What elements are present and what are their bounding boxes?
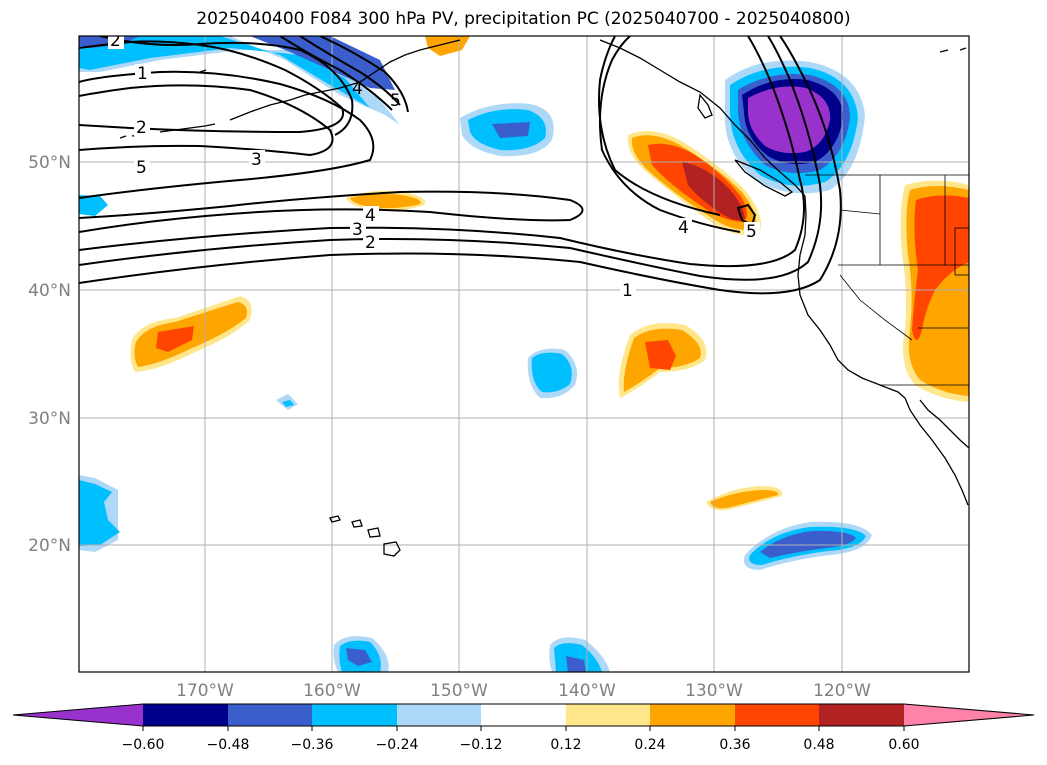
colorbar-bin xyxy=(143,704,228,726)
negative-anomaly-region xyxy=(492,122,530,138)
colorbar-extend-max xyxy=(904,704,1034,726)
longitude-labels: 170°W 160°W 150°W 140°W 130°W 120°W xyxy=(176,681,871,701)
pv-contours xyxy=(79,36,842,295)
pv-contour-labels: 2 1 2 5 3 4 3 2 4 5 4 5 1 xyxy=(108,31,760,301)
positive-anomaly-region xyxy=(710,490,779,509)
pv-contour-label: 5 xyxy=(390,91,401,111)
colorbar-bin xyxy=(566,704,650,726)
plot-frame xyxy=(78,35,970,673)
colorbar-tick-label: −0.12 xyxy=(460,737,503,753)
lon-label: 150°W xyxy=(430,681,488,701)
lat-label: 20°N xyxy=(28,536,71,556)
lat-label: 30°N xyxy=(28,409,71,429)
pv-contour-label: 4 xyxy=(352,79,363,99)
negative-anomaly-region xyxy=(79,36,400,125)
positive-anomaly-region xyxy=(645,340,676,370)
positive-anomaly-region xyxy=(156,326,194,352)
plot-area: 2 1 2 5 3 4 3 2 4 5 4 5 1 xyxy=(79,31,969,672)
lon-label: 170°W xyxy=(176,681,234,701)
colorbar-tick-label: −0.48 xyxy=(207,737,250,753)
negative-anomaly-region xyxy=(554,643,602,672)
pv-contour-label: 4 xyxy=(678,218,689,238)
pv-contour-label: 2 xyxy=(365,233,376,253)
pv-contour-label: 3 xyxy=(251,150,262,170)
negative-anomaly-region xyxy=(282,400,294,407)
colorbar-bin xyxy=(228,704,312,726)
lon-label: 140°W xyxy=(558,681,616,701)
negative-anomaly-region xyxy=(79,36,370,108)
colorbar-bin xyxy=(819,704,904,726)
negative-anomaly-region xyxy=(531,352,572,393)
colorbar-bin xyxy=(312,704,397,726)
coastlines xyxy=(119,39,969,557)
lon-label: 130°W xyxy=(685,681,743,701)
pv-contour-label: 3 xyxy=(352,220,363,240)
negative-anomaly-region xyxy=(79,195,108,216)
colorbar-tick-label: −0.60 xyxy=(122,737,165,753)
map-title: 2025040400 F084 300 hPa PV, precipitatio… xyxy=(196,9,851,29)
pv-contour-label: 2 xyxy=(136,118,147,138)
colorbar-tick-label: 0.48 xyxy=(803,737,834,753)
positive-anomaly-region xyxy=(350,194,421,209)
colorbar-tick-label: 0.60 xyxy=(888,737,919,753)
colorbar-bin xyxy=(397,704,481,726)
colorbar-bin xyxy=(735,704,819,726)
pv-contour-label: 5 xyxy=(746,222,757,242)
colorbar-tick-label: 0.12 xyxy=(550,737,581,753)
negative-anomaly-region xyxy=(79,480,120,546)
lat-label: 50°N xyxy=(28,153,71,173)
negative-anomaly-region xyxy=(566,656,586,672)
colorbar-tick-label: −0.36 xyxy=(291,737,334,753)
pv-contour-label: 5 xyxy=(136,158,147,178)
pv-contour-label: 1 xyxy=(622,281,633,301)
negative-anomaly-region xyxy=(760,530,856,558)
pv-contour-label: 1 xyxy=(137,64,148,84)
colorbar-tick-label: −0.24 xyxy=(376,737,419,753)
boundaries xyxy=(805,174,969,386)
colorbar-extend-min xyxy=(13,704,143,726)
gridlines xyxy=(79,36,969,672)
negative-anomaly-region xyxy=(346,648,372,666)
latitude-labels: 50°N 40°N 30°N 20°N xyxy=(28,153,71,556)
lon-label: 160°W xyxy=(303,681,361,701)
colorbar-tick-label: 0.36 xyxy=(719,737,750,753)
colorbar: −0.60 −0.48 −0.36 −0.24 −0.12 0.12 0.24 … xyxy=(12,703,1035,753)
lon-label: 120°W xyxy=(813,681,871,701)
colorbar-bin xyxy=(481,704,566,726)
lat-label: 40°N xyxy=(28,281,71,301)
pv-contour-label: 4 xyxy=(365,206,376,226)
colorbar-tick-label: 0.24 xyxy=(634,737,665,753)
pv-contour-label: 2 xyxy=(110,31,121,51)
colorbar-bin xyxy=(650,704,735,726)
